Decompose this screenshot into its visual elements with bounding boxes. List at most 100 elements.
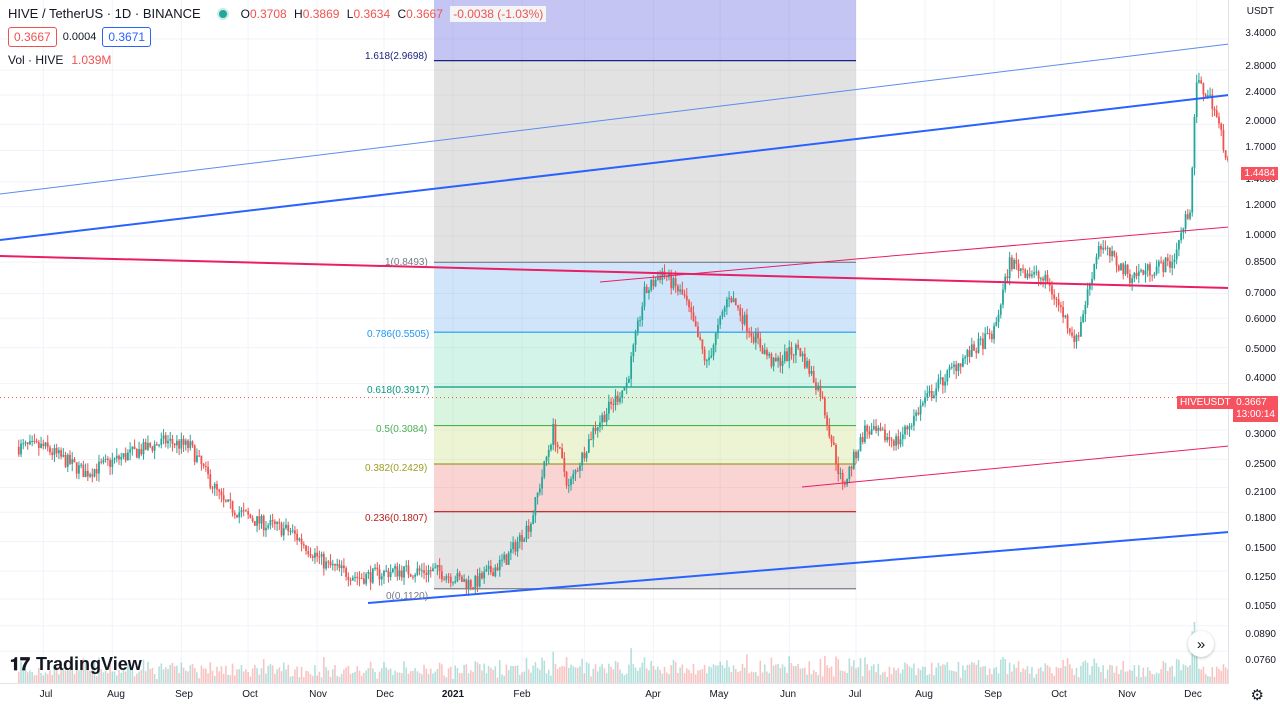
time-tick: Jul xyxy=(39,689,53,700)
candle-body xyxy=(612,403,615,405)
candle-body xyxy=(717,324,719,334)
candle-body xyxy=(140,449,143,455)
tradingview-logo[interactable]: 𝟏𝟕 TradingView xyxy=(10,654,142,674)
volume-bar xyxy=(240,664,243,684)
volume-bar xyxy=(1104,678,1107,684)
price-tick: 0.8500 xyxy=(1245,257,1276,268)
candle-body xyxy=(639,319,641,321)
candle-body xyxy=(1071,332,1073,336)
candle-body xyxy=(781,361,784,366)
candle-body xyxy=(46,442,49,448)
candle-body xyxy=(881,429,884,431)
volume-bar xyxy=(1184,665,1187,684)
volume-bar xyxy=(149,669,151,684)
volume-bar xyxy=(173,666,176,684)
volume-bar xyxy=(202,668,205,684)
spread-value: 0.0004 xyxy=(62,31,97,43)
candle-body xyxy=(1180,232,1183,241)
volume-bar xyxy=(213,675,216,684)
volume-bar xyxy=(80,667,82,684)
volume-bar xyxy=(231,663,234,684)
volume-bar xyxy=(630,648,632,684)
candle-body xyxy=(481,573,483,579)
volume-bar xyxy=(1178,659,1180,684)
candle-body xyxy=(899,439,902,445)
candle-body xyxy=(605,413,608,422)
volume-bar xyxy=(1097,666,1100,684)
candle-body xyxy=(801,353,804,357)
buy-price-button[interactable]: 0.3671 xyxy=(102,27,152,47)
volume-bar xyxy=(365,670,367,684)
volume-bar xyxy=(449,666,452,684)
volume-bar xyxy=(260,668,263,684)
volume-bar xyxy=(494,666,497,684)
currency-label[interactable]: USDT xyxy=(1246,6,1274,17)
candle-body xyxy=(322,553,325,569)
candle-body xyxy=(737,305,739,308)
candle-body xyxy=(913,415,915,426)
symbol-title[interactable]: HIVE / TetherUS · 1D · BINANCE xyxy=(8,6,201,21)
chart-plot-area[interactable] xyxy=(0,0,1229,684)
price-axis[interactable]: USDT 3.4000 2.8000 2.4000 2.0000 1.7000 … xyxy=(1228,0,1280,684)
volume-bar xyxy=(298,677,301,684)
volume-bar xyxy=(922,666,924,684)
volume-bar xyxy=(545,673,548,684)
candle-body xyxy=(1086,289,1089,306)
volume-bar xyxy=(933,675,935,684)
candle-body xyxy=(178,440,181,449)
volume-bar xyxy=(414,668,416,684)
candle-body xyxy=(1044,274,1047,281)
volume-bar xyxy=(100,669,102,684)
candle-body xyxy=(289,531,292,533)
candle-body xyxy=(57,450,60,454)
volume-bar xyxy=(180,662,183,684)
candle-body xyxy=(648,290,650,293)
candle-body xyxy=(1102,247,1105,250)
volume-bar xyxy=(162,669,165,684)
candle-body xyxy=(356,576,359,578)
candle-body xyxy=(501,559,503,561)
candle-body xyxy=(746,314,748,332)
sell-price-button[interactable]: 0.3667 xyxy=(8,27,57,47)
volume-bar xyxy=(703,664,706,684)
volume-bar xyxy=(988,668,991,684)
candle-body xyxy=(817,385,820,390)
candle-body xyxy=(766,349,768,356)
volume-bar xyxy=(919,669,922,684)
volume-bar xyxy=(683,673,686,684)
candle-body xyxy=(750,332,753,337)
scroll-to-realtime-button[interactable]: » xyxy=(1188,631,1214,657)
candle-body xyxy=(351,577,354,581)
candle-body xyxy=(1039,278,1042,280)
volume-bar xyxy=(360,675,363,684)
time-tick: Dec xyxy=(376,689,394,700)
candle-body xyxy=(334,563,336,566)
volume-bar xyxy=(262,659,265,684)
candle-body xyxy=(327,561,330,563)
price-tick: 0.1800 xyxy=(1245,513,1276,524)
volume-bar xyxy=(505,664,508,684)
time-axis[interactable]: Jul Aug Sep Oct Nov Dec 2021 Feb Apr May… xyxy=(0,683,1229,706)
candle-body xyxy=(799,347,802,357)
candle-body xyxy=(1068,328,1071,333)
candle-body xyxy=(240,510,243,513)
settings-gear-icon[interactable]: ⚙ xyxy=(1250,687,1264,704)
volume-bar xyxy=(1215,666,1218,684)
candle-body xyxy=(527,525,530,532)
candle-body xyxy=(291,530,294,532)
candle-body xyxy=(1151,275,1154,277)
volume-bar xyxy=(650,660,652,684)
candle-body xyxy=(106,458,109,461)
volume-bar xyxy=(746,654,748,684)
volume-bar xyxy=(654,669,657,684)
candle-body xyxy=(412,576,414,578)
candle-body xyxy=(1002,289,1004,305)
price-tick: 0.1500 xyxy=(1245,543,1276,554)
candle-body xyxy=(1120,263,1122,271)
candle-body xyxy=(890,439,893,441)
volume-legend: Vol · HIVE 1.039M xyxy=(8,53,112,67)
channel-lower-line xyxy=(367,531,1229,604)
volume-bar xyxy=(1011,671,1013,684)
candle-body xyxy=(846,479,849,485)
candle-body xyxy=(420,570,423,572)
